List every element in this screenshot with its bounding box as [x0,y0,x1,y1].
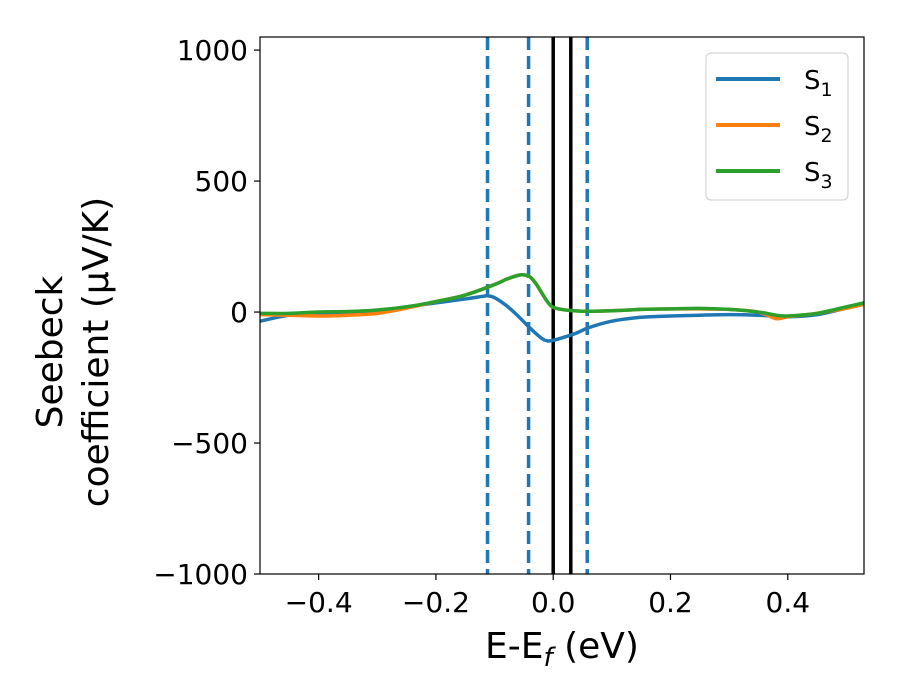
y-axis-label-line2: coefficient (μV/K) [76,197,117,507]
x-tick-label: 0.4 [766,586,811,619]
x-tick-label: 0.2 [648,586,693,619]
x-tick-label: 0.0 [531,586,576,619]
vertical-reference-lines [485,37,589,574]
y-tick-label: 1000 [177,34,248,67]
y-tick-label: −1000 [153,558,248,591]
series-line-s3 [260,272,864,318]
y-axis: −1000 −500 0 500 1000 [153,34,260,591]
x-axis-label: E-Ef (eV) [485,626,639,673]
x-axis: −0.4 −0.2 0.0 0.2 0.4 [285,574,810,619]
y-axis-label-line1: Seebeck [30,275,71,428]
legend-label-s1: S1 [804,66,833,101]
x-tick-label: −0.2 [402,586,470,619]
y-tick-label: −500 [171,427,248,460]
series-lines [260,272,864,343]
y-tick-label: 500 [195,165,248,198]
legend-label-s3: S3 [804,158,833,193]
y-axis-label: Seebeck coefficient (μV/K) [30,197,117,507]
y-tick-label: 0 [230,296,248,329]
x-tick-label: −0.4 [285,586,353,619]
plot-frame [259,36,865,575]
legend: S1 S2 S3 [705,52,849,201]
legend-label-s2: S2 [804,112,833,147]
